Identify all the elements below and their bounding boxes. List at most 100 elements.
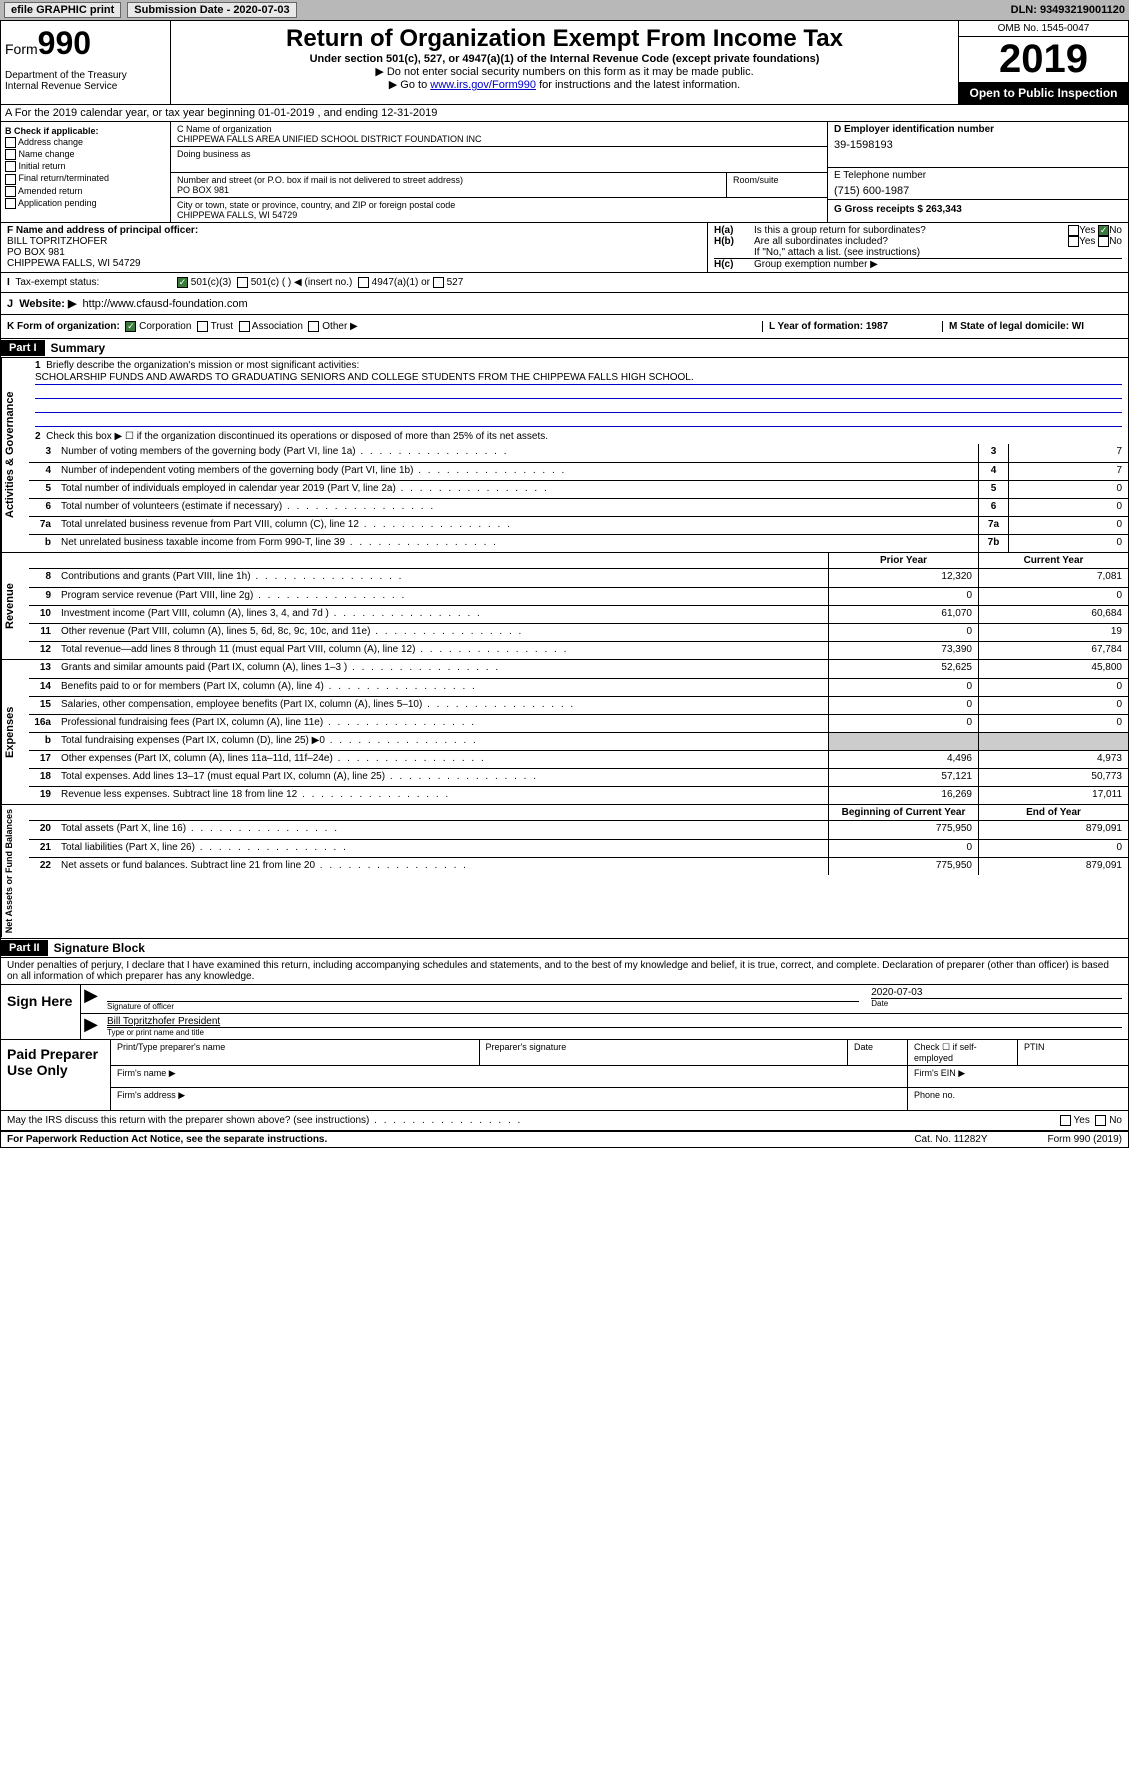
officer-sub-label: Type or print name and title [107, 1027, 1122, 1037]
discuss-label: May the IRS discuss this return with the… [7, 1115, 1060, 1126]
irs-link[interactable]: www.irs.gov/Form990 [430, 79, 536, 91]
col-end: End of Year [978, 805, 1128, 820]
box-b-checklist: B Check if applicable: Address change Na… [1, 122, 171, 222]
cb-discuss-no[interactable] [1095, 1115, 1106, 1126]
summary-line: 6Total number of volunteers (estimate if… [29, 498, 1128, 516]
part2-header: Part II [1, 940, 48, 956]
sig-officer-label: Signature of officer [107, 1001, 859, 1011]
summary-line: 4Number of independent voting members of… [29, 462, 1128, 480]
cb-name-change[interactable]: Name change [5, 149, 166, 160]
cb-corporation[interactable]: ✓ [125, 321, 136, 332]
form-ref: Form 990 (2019) [1048, 1134, 1122, 1145]
cb-association[interactable] [239, 321, 250, 332]
row-a-tax-year: A For the 2019 calendar year, or tax yea… [1, 105, 1128, 122]
summary-line: 10Investment income (Part VIII, column (… [29, 605, 1128, 623]
state-domicile: M State of legal domicile: WI [942, 321, 1122, 332]
dba-label: Doing business as [177, 149, 821, 159]
prep-sig-label: Preparer's signature [480, 1040, 849, 1065]
summary-line: 20Total assets (Part X, line 16)775,9508… [29, 821, 1128, 839]
prep-date-label: Date [848, 1040, 908, 1065]
cb-amended[interactable]: Amended return [5, 186, 166, 197]
addr-value: PO BOX 981 [177, 185, 720, 195]
part1-title: Summary [45, 339, 112, 357]
ha-label: Is this a group return for subordinates? [754, 225, 1068, 236]
part2-title: Signature Block [48, 939, 151, 957]
vlabel-netassets: Net Assets or Fund Balances [1, 805, 29, 937]
hb-label: Are all subordinates included? [754, 236, 1068, 247]
officer-label: F Name and address of principal officer: [7, 225, 701, 236]
efile-print-button[interactable]: efile GRAPHIC print [4, 2, 121, 18]
form-subtitle: Under section 501(c), 527, or 4947(a)(1)… [175, 53, 954, 65]
summary-line: 7aTotal unrelated business revenue from … [29, 516, 1128, 534]
arrow-icon: ▶ [81, 1014, 101, 1039]
submission-date-button[interactable]: Submission Date - 2020-07-03 [127, 2, 296, 18]
perjury-text: Under penalties of perjury, I declare th… [1, 958, 1128, 985]
summary-line: 18Total expenses. Add lines 13–17 (must … [29, 768, 1128, 786]
date-label: Date [871, 998, 1122, 1008]
summary-line: bNet unrelated business taxable income f… [29, 534, 1128, 552]
prep-ptin-label: PTIN [1018, 1040, 1128, 1065]
summary-line: 12Total revenue—add lines 8 through 11 (… [29, 641, 1128, 659]
cb-address-change[interactable]: Address change [5, 137, 166, 148]
city-value: CHIPPEWA FALLS, WI 54729 [177, 210, 821, 220]
col-begin: Beginning of Current Year [828, 805, 978, 820]
cb-initial-return[interactable]: Initial return [5, 161, 166, 172]
cb-4947[interactable] [358, 277, 369, 288]
officer-addr2: CHIPPEWA FALLS, WI 54729 [7, 258, 701, 269]
cb-501c[interactable] [237, 277, 248, 288]
cb-501c3[interactable]: ✓ [177, 277, 188, 288]
firm-name-label: Firm's name ▶ [111, 1066, 908, 1087]
summary-line: 13Grants and similar amounts paid (Part … [29, 660, 1128, 678]
hc-label: Group exemption number ▶ [754, 259, 1122, 270]
prep-check-label: Check ☐ if self-employed [908, 1040, 1018, 1065]
org-name: CHIPPEWA FALLS AREA UNIFIED SCHOOL DISTR… [177, 134, 821, 144]
cb-other[interactable] [308, 321, 319, 332]
summary-line: 17Other expenses (Part IX, column (A), l… [29, 750, 1128, 768]
city-label: City or town, state or province, country… [177, 200, 821, 210]
cb-final-return[interactable]: Final return/terminated [5, 173, 166, 184]
vlabel-expenses: Expenses [1, 660, 29, 804]
dln-label: DLN: 93493219001120 [1011, 4, 1125, 16]
arrow-icon: ▶ [81, 985, 101, 1013]
cb-app-pending[interactable]: Application pending [5, 198, 166, 209]
department-label: Department of the Treasury Internal Reve… [5, 62, 166, 92]
summary-line: 14Benefits paid to or for members (Part … [29, 678, 1128, 696]
ein-label: D Employer identification number [828, 122, 1128, 137]
tax-status-label: I Tax-exempt status: [7, 277, 177, 288]
phone-label: E Telephone number [828, 167, 1128, 183]
summary-line: 5Total number of individuals employed in… [29, 480, 1128, 498]
instruction-2: ▶ Go to www.irs.gov/Form990 for instruct… [175, 78, 954, 91]
website-label: Website: ▶ [19, 298, 76, 310]
website-value: http://www.cfausd-foundation.com [83, 298, 248, 310]
part1-header: Part I [1, 340, 45, 356]
summary-line: bTotal fundraising expenses (Part IX, co… [29, 732, 1128, 750]
cat-no: Cat. No. 11282Y [914, 1134, 987, 1145]
open-public-badge: Open to Public Inspection [959, 82, 1128, 104]
addr-label: Number and street (or P.O. box if mail i… [177, 175, 720, 185]
cb-discuss-yes[interactable] [1060, 1115, 1071, 1126]
vlabel-revenue: Revenue [1, 553, 29, 659]
summary-line: 3Number of voting members of the governi… [29, 444, 1128, 462]
summary-line: 16aProfessional fundraising fees (Part I… [29, 714, 1128, 732]
paperwork-notice: For Paperwork Reduction Act Notice, see … [7, 1134, 914, 1145]
tax-year: 2019 [959, 37, 1128, 82]
summary-line: 22Net assets or fund balances. Subtract … [29, 857, 1128, 875]
summary-line: 15Salaries, other compensation, employee… [29, 696, 1128, 714]
room-label: Room/suite [727, 173, 827, 197]
summary-line: 11Other revenue (Part VIII, column (A), … [29, 623, 1128, 641]
omb-number: OMB No. 1545-0047 [959, 21, 1128, 37]
firm-phone-label: Phone no. [908, 1088, 1128, 1110]
summary-line: 9Program service revenue (Part VIII, lin… [29, 587, 1128, 605]
top-toolbar: efile GRAPHIC print Submission Date - 20… [0, 0, 1129, 20]
l2-text: Check this box ▶ ☐ if the organization d… [46, 431, 548, 442]
col-current: Current Year [978, 553, 1128, 568]
year-formation: L Year of formation: 1987 [762, 321, 942, 332]
hb-note: If "No," attach a list. (see instruction… [754, 247, 1122, 258]
paid-preparer-label: Paid Preparer Use Only [1, 1040, 111, 1110]
form-990: Form990 Department of the Treasury Inter… [0, 20, 1129, 1148]
ein-value: 39-1598193 [828, 137, 1128, 153]
sign-here-label: Sign Here [1, 985, 81, 1039]
cb-trust[interactable] [197, 321, 208, 332]
col-prior: Prior Year [828, 553, 978, 568]
cb-527[interactable] [433, 277, 444, 288]
